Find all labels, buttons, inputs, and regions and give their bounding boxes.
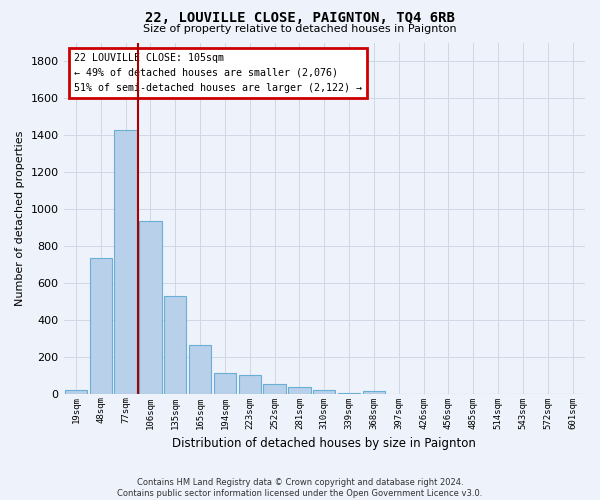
Bar (239, 375, 261, 394)
Bar (89, 258, 112, 394)
Bar (313, 390, 335, 394)
Bar (263, 384, 286, 394)
Bar (139, 221, 161, 394)
Bar (115, 130, 137, 394)
Y-axis label: Number of detached properties: Number of detached properties (15, 130, 25, 306)
Bar (189, 344, 211, 394)
Text: Contains HM Land Registry data © Crown copyright and database right 2024.
Contai: Contains HM Land Registry data © Crown c… (118, 478, 482, 498)
Bar (65, 390, 87, 394)
Text: 22, LOUVILLE CLOSE, PAIGNTON, TQ4 6RB: 22, LOUVILLE CLOSE, PAIGNTON, TQ4 6RB (145, 11, 455, 25)
Bar (363, 391, 385, 394)
Bar (214, 374, 236, 394)
Bar (288, 387, 311, 394)
Bar (338, 392, 360, 394)
Text: 22 LOUVILLE CLOSE: 105sqm
← 49% of detached houses are smaller (2,076)
51% of se: 22 LOUVILLE CLOSE: 105sqm ← 49% of detac… (74, 53, 362, 92)
X-axis label: Distribution of detached houses by size in Paignton: Distribution of detached houses by size … (172, 437, 476, 450)
Bar (164, 296, 187, 394)
Text: Size of property relative to detached houses in Paignton: Size of property relative to detached ho… (143, 24, 457, 34)
